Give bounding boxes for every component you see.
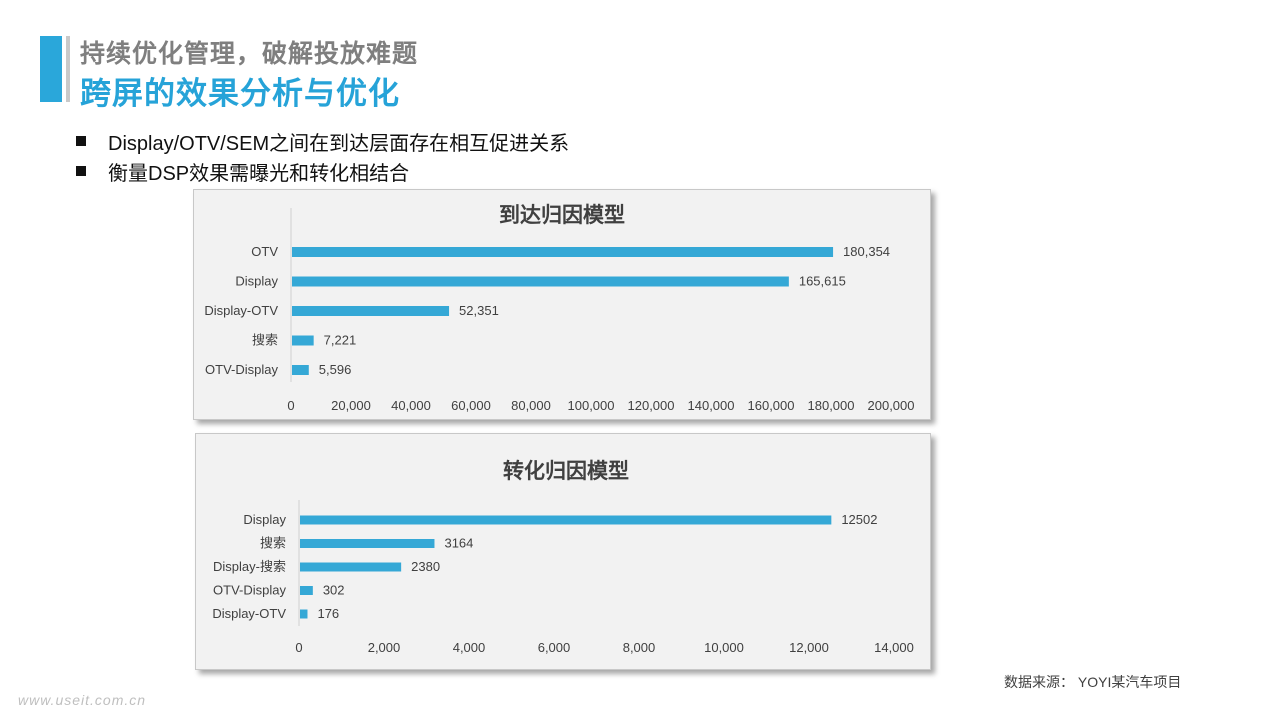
- x-tick-label: 12,000: [789, 640, 829, 655]
- value-label: 165,615: [799, 274, 846, 289]
- category-label: Display: [235, 274, 278, 289]
- x-tick-label: 160,000: [748, 398, 795, 413]
- bullet-text: 衡量DSP效果需曝光和转化相结合: [108, 162, 410, 185]
- watermark: www.useit.com.cn: [18, 692, 147, 708]
- bar: [300, 562, 402, 572]
- category-label: Display: [243, 512, 286, 527]
- conversion-chart-svg: 转化归因模型 Display 12502 搜索 3164 Display-搜索 2380 OT…: [212, 459, 914, 655]
- header-accent-divider: [66, 36, 70, 102]
- bullet-item: Display/OTV/SEM之间在到达层面存在相互促进关系: [76, 126, 569, 156]
- x-tick-label: 4,000: [453, 640, 486, 655]
- category-label: OTV-Display: [205, 362, 278, 377]
- reach-attribution-chart: 到达归因模型 OTV 180,354 Display 165,615 Display-OT…: [193, 189, 931, 420]
- bar: [292, 365, 309, 375]
- page-subtitle: 持续优化管理，破解投放难题: [80, 40, 419, 68]
- category-label: Display-OTV: [204, 303, 278, 318]
- value-label: 2380: [411, 559, 440, 574]
- value-label: 176: [317, 606, 339, 621]
- bar: [292, 276, 789, 287]
- bullet-list: Display/OTV/SEM之间在到达层面存在相互促进关系 衡量DSP效果需曝…: [76, 126, 569, 186]
- category-label: Display-OTV: [212, 606, 286, 621]
- category-label: 搜索: [252, 333, 278, 348]
- bar: [300, 539, 435, 548]
- x-tick-label: 20,000: [331, 398, 371, 413]
- x-tick-label: 180,000: [808, 398, 855, 413]
- page-title: 跨屏的效果分析与优化: [80, 76, 400, 111]
- value-label: 7,221: [324, 333, 357, 348]
- bar: [292, 335, 314, 346]
- category-label: 搜索: [260, 536, 286, 551]
- bar: [300, 586, 313, 595]
- x-tick-label: 6,000: [538, 640, 571, 655]
- value-label: 3164: [444, 536, 473, 551]
- category-label: OTV: [251, 244, 278, 259]
- x-tick-label: 60,000: [451, 398, 491, 413]
- bar: [292, 247, 834, 257]
- x-tick-label: 0: [287, 398, 294, 413]
- x-tick-label: 200,000: [868, 398, 915, 413]
- x-tick-label: 100,000: [568, 398, 615, 413]
- x-tick-label: 140,000: [688, 398, 735, 413]
- chart-title: 到达归因模型: [499, 203, 625, 227]
- bullet-item: 衡量DSP效果需曝光和转化相结合: [76, 156, 569, 186]
- x-tick-label: 120,000: [628, 398, 675, 413]
- chart-title: 转化归因模型: [503, 459, 629, 483]
- value-label: 12502: [841, 512, 877, 527]
- bullet-text: Display/OTV/SEM之间在到达层面存在相互促进关系: [108, 132, 570, 155]
- x-tick-label: 40,000: [391, 398, 431, 413]
- x-tick-label: 14,000: [874, 640, 914, 655]
- conversion-attribution-chart: 转化归因模型 Display 12502 搜索 3164 Display-搜索 2380 OT…: [195, 433, 931, 670]
- value-label: 5,596: [319, 362, 352, 377]
- value-label: 180,354: [843, 244, 890, 259]
- bar: [292, 306, 450, 316]
- x-tick-label: 2,000: [368, 640, 401, 655]
- value-label: 52,351: [459, 303, 499, 318]
- x-tick-label: 0: [295, 640, 302, 655]
- square-bullet-icon: [76, 136, 86, 146]
- x-tick-label: 8,000: [623, 640, 656, 655]
- bar: [300, 609, 308, 619]
- reach-chart-svg: 到达归因模型 OTV 180,354 Display 165,615 Display-OT…: [204, 203, 915, 413]
- bar: [300, 515, 832, 525]
- category-label: OTV-Display: [213, 583, 286, 598]
- header-accent-bar: [40, 36, 62, 102]
- value-label: 302: [323, 583, 345, 598]
- x-tick-label: 80,000: [511, 398, 551, 413]
- x-tick-label: 10,000: [704, 640, 744, 655]
- square-bullet-icon: [76, 166, 86, 176]
- category-label: Display-搜索: [213, 559, 286, 574]
- data-source: 数据来源： YOYI某汽车项目: [1004, 674, 1182, 690]
